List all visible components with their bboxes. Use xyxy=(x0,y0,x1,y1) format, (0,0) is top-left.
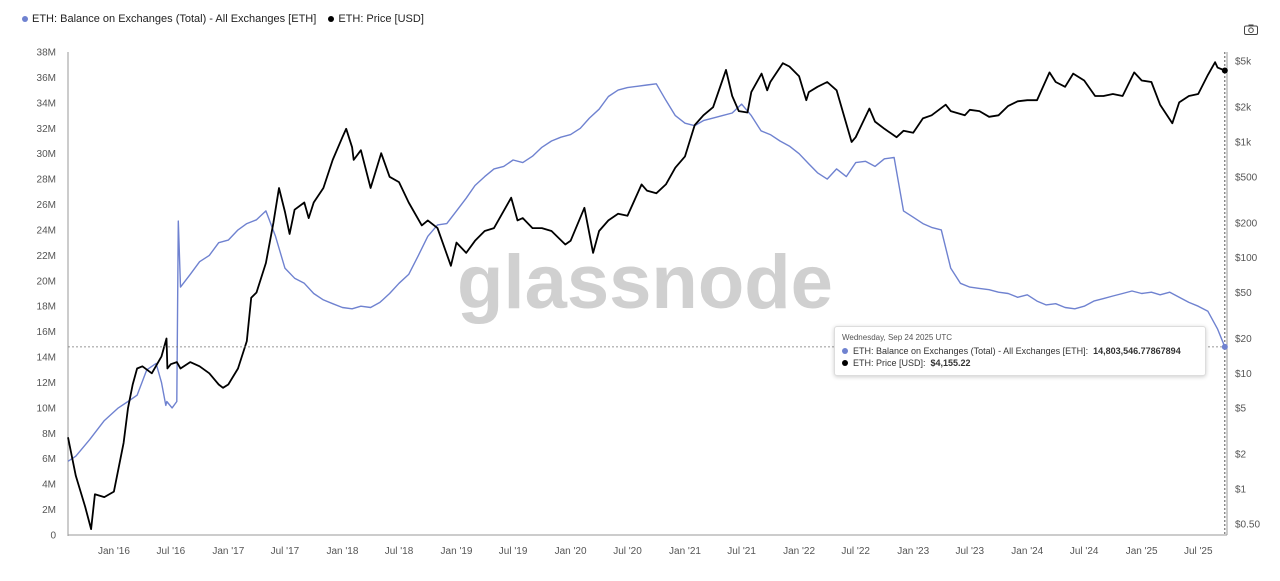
x-tick-label: Jan '25 xyxy=(1126,546,1158,557)
y-left-tick-label: 30M xyxy=(37,149,56,160)
x-tick-label: Jul '17 xyxy=(271,546,300,557)
series-balance-line xyxy=(67,83,1226,462)
tooltip: Wednesday, Sep 24 2025 UTC ETH: Balance … xyxy=(834,326,1206,376)
y-left-tick-label: 20M xyxy=(37,276,56,287)
y-left-tick-label: 26M xyxy=(37,200,56,211)
y-left-tick-label: 16M xyxy=(37,327,56,338)
tick-labels: 0 2M 4M 6M 8M 10M 12M 14M 16M 18M 20M 22M 24M 26M 28M 3… xyxy=(37,48,1261,558)
x-tick-label: Jan '22 xyxy=(783,546,815,557)
x-tick-label: Jul '19 xyxy=(499,546,528,557)
x-tick-label: Jan '21 xyxy=(669,546,701,557)
y-right-tick-label: $5 xyxy=(1235,404,1247,415)
y-left-tick-label: 10M xyxy=(37,403,56,414)
y-right-tick-label: $200 xyxy=(1235,218,1258,229)
y-right-tick-label: $1k xyxy=(1235,137,1252,148)
legend-dot-price xyxy=(328,16,335,22)
legend-item-balance[interactable]: ETH: Balance on Exchanges (Total) - All … xyxy=(22,13,316,25)
x-tick-label: Jul '24 xyxy=(1070,546,1099,557)
series-price-line xyxy=(67,61,1226,530)
y-left-tick-label: 38M xyxy=(37,48,56,59)
y-left-tick-label: 28M xyxy=(37,175,56,186)
y-right-tick-label: $500 xyxy=(1235,172,1258,183)
y-left-tick-label: 36M xyxy=(37,73,56,84)
series-lines xyxy=(67,61,1226,530)
y-left-tick-label: 12M xyxy=(37,378,56,389)
y-left-tick-label: 4M xyxy=(42,480,56,491)
legend-item-price[interactable]: ETH: Price [USD] xyxy=(328,13,424,25)
tooltip-dot-price xyxy=(842,360,848,366)
y-left-tick-label: 18M xyxy=(37,302,56,313)
x-tick-label: Jan '19 xyxy=(441,546,473,557)
x-tick-label: Jul '25 xyxy=(1184,546,1213,557)
x-tick-label: Jan '23 xyxy=(897,546,929,557)
x-tick-label: Jul '16 xyxy=(157,546,186,557)
y-left-tick-label: 24M xyxy=(37,225,56,236)
y-right-tick-label: $5k xyxy=(1235,57,1252,68)
tooltip-row-price: ETH: Price [USD]: $4,155.22 xyxy=(842,358,971,368)
watermark: glassnode xyxy=(457,240,833,325)
cursor-point-price xyxy=(1221,67,1228,74)
x-tick-label: Jan '24 xyxy=(1011,546,1043,557)
y-left-tick-label: 0 xyxy=(50,531,56,542)
x-tick-label: Jul '22 xyxy=(841,546,870,557)
y-right-tick-label: $50 xyxy=(1235,288,1252,299)
axes xyxy=(67,52,1228,536)
y-right-tick-label: $10 xyxy=(1235,369,1252,380)
camera-icon[interactable] xyxy=(1244,22,1258,35)
tooltip-label-price: ETH: Price [USD]: xyxy=(853,358,926,368)
y-right-tick-label: $20 xyxy=(1235,334,1252,345)
tooltip-date: Wednesday, Sep 24 2025 UTC xyxy=(842,333,952,342)
cursor-point-balance xyxy=(1221,343,1228,350)
legend-dot-balance xyxy=(22,16,28,22)
y-right-tick-label: $1 xyxy=(1235,484,1247,495)
x-tick-label: Jan '16 xyxy=(98,546,130,557)
x-tick-label: Jul '21 xyxy=(727,546,756,557)
tooltip-value-balance: 14,803,546.77867894 xyxy=(1093,346,1181,356)
tooltip-dot-balance xyxy=(842,348,848,354)
y-left-tick-label: 32M xyxy=(37,124,56,135)
legend-label-balance: ETH: Balance on Exchanges (Total) - All … xyxy=(32,13,317,25)
x-tick-label: Jul '18 xyxy=(385,546,414,557)
chart-legend: ETH: Balance on Exchanges (Total) - All … xyxy=(22,13,424,25)
x-tick-label: Jul '20 xyxy=(613,546,642,557)
y-left-tick-label: 22M xyxy=(37,251,56,262)
legend-label-price: ETH: Price [USD] xyxy=(338,13,424,25)
x-tick-label: Jan '17 xyxy=(212,546,244,557)
y-right-tick-label: $100 xyxy=(1235,253,1258,264)
y-left-tick-label: 6M xyxy=(42,454,56,465)
tooltip-row-balance: ETH: Balance on Exchanges (Total) - All … xyxy=(842,346,1181,356)
y-left-tick-label: 14M xyxy=(37,353,56,364)
y-left-tick-label: 2M xyxy=(42,505,56,516)
tooltip-value-price: $4,155.22 xyxy=(930,358,971,368)
y-left-tick-label: 8M xyxy=(42,429,56,440)
x-tick-label: Jul '23 xyxy=(955,546,984,557)
x-tick-label: Jan '20 xyxy=(555,546,587,557)
y-right-tick-label: $0.50 xyxy=(1235,519,1260,530)
y-right-tick-label: $2 xyxy=(1235,450,1247,461)
y-left-tick-label: 34M xyxy=(37,98,56,109)
x-tick-label: Jan '18 xyxy=(326,546,358,557)
tooltip-label-balance: ETH: Balance on Exchanges (Total) - All … xyxy=(853,346,1089,356)
y-right-tick-label: $2k xyxy=(1235,103,1252,114)
